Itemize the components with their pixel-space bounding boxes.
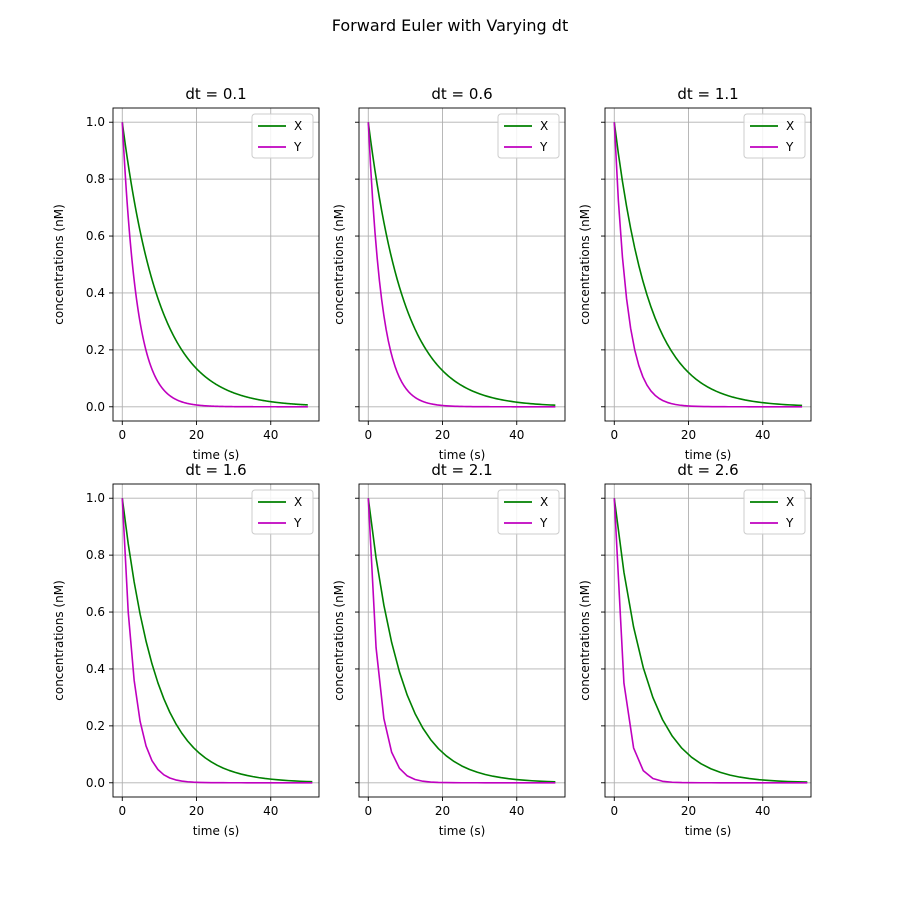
legend-box bbox=[251, 113, 314, 159]
subplot-3: 0 20 40 dt = 1.1 time (s) concentrations (nM)… bbox=[578, 85, 812, 462]
subplot-title: dt = 2.6 bbox=[677, 461, 738, 479]
legend-box bbox=[743, 113, 806, 159]
subplot-title: dt = 2.1 bbox=[431, 461, 492, 479]
y-axis-label: concentrations (nM) bbox=[332, 204, 346, 325]
series-line-y bbox=[121, 498, 313, 784]
series-line-y bbox=[613, 498, 808, 784]
axes-frame bbox=[604, 483, 812, 798]
subplot-4: 0 20 40 0.0 0.2 0.4 0.6 0.8 1.0 dt = 1.6 time (s) c… bbox=[52, 461, 320, 838]
y-tick-label: 0.8 bbox=[86, 172, 105, 186]
legend-label-x: X bbox=[786, 495, 794, 509]
legend-label-x: X bbox=[540, 495, 548, 509]
subplot-title: dt = 1.1 bbox=[677, 85, 738, 103]
series-line-y bbox=[367, 122, 556, 408]
x-tick-label: 0 bbox=[364, 428, 372, 442]
series-line-x bbox=[367, 498, 556, 783]
x-axis-label: time (s) bbox=[439, 448, 486, 462]
y-tick-label: 0.0 bbox=[86, 776, 105, 790]
legend-label-x: X bbox=[540, 119, 548, 133]
y-axis-label: concentrations (nM) bbox=[578, 204, 592, 325]
x-axis-label: time (s) bbox=[439, 824, 486, 838]
x-tick-label: 0 bbox=[118, 428, 126, 442]
y-tick-label: 0.8 bbox=[86, 548, 105, 562]
y-tick-label: 0.6 bbox=[86, 229, 105, 243]
x-tick-label: 40 bbox=[263, 428, 278, 442]
x-tick-label: 20 bbox=[681, 804, 696, 818]
legend-label-x: X bbox=[786, 119, 794, 133]
series-line-y bbox=[367, 498, 556, 784]
legend: XY bbox=[497, 113, 560, 159]
subplot-6: 0 20 40 dt = 2.6 time (s) concentrations (nM)… bbox=[578, 461, 812, 838]
subplot-1: 0 20 40 0.0 0.2 0.4 0.6 0.8 1.0 dt = 0.1 time (s) c… bbox=[52, 85, 320, 462]
y-tick-label: 0.6 bbox=[86, 605, 105, 619]
legend: XY bbox=[743, 489, 806, 535]
y-tick-label: 1.0 bbox=[86, 491, 105, 505]
x-tick-label: 0 bbox=[364, 804, 372, 818]
x-tick-label: 40 bbox=[755, 428, 770, 442]
axes-frame bbox=[112, 483, 320, 798]
x-tick-label: 0 bbox=[610, 804, 618, 818]
y-tick-label: 1.0 bbox=[86, 115, 105, 129]
axes-frame bbox=[358, 483, 566, 798]
x-tick-label: 20 bbox=[435, 804, 450, 818]
series-line-x bbox=[613, 498, 808, 783]
y-tick-label: 0.2 bbox=[86, 343, 105, 357]
subplot-2: 0 20 40 dt = 0.6 time (s) concentrations (nM)… bbox=[332, 85, 566, 462]
series-line-x bbox=[367, 122, 556, 406]
y-tick-label: 0.2 bbox=[86, 719, 105, 733]
series-line-x bbox=[121, 498, 313, 783]
series-line-y bbox=[613, 122, 803, 408]
legend-label-y: Y bbox=[539, 140, 548, 154]
x-tick-label: 40 bbox=[509, 428, 524, 442]
subplot-title: dt = 0.1 bbox=[185, 85, 246, 103]
x-tick-label: 40 bbox=[509, 804, 524, 818]
x-tick-label: 20 bbox=[435, 428, 450, 442]
y-tick-label: 0.4 bbox=[86, 286, 105, 300]
legend-box bbox=[743, 489, 806, 535]
x-tick-label: 20 bbox=[189, 804, 204, 818]
legend-label-y: Y bbox=[293, 140, 302, 154]
legend-box bbox=[497, 489, 560, 535]
x-axis-label: time (s) bbox=[193, 448, 240, 462]
legend: XY bbox=[251, 113, 314, 159]
legend-box bbox=[497, 113, 560, 159]
x-tick-label: 0 bbox=[118, 804, 126, 818]
axes-frame bbox=[112, 107, 320, 422]
x-tick-label: 20 bbox=[189, 428, 204, 442]
series-line-y bbox=[121, 122, 309, 408]
legend-label-y: Y bbox=[785, 516, 794, 530]
series-line-x bbox=[121, 122, 309, 406]
y-axis-label: concentrations (nM) bbox=[578, 580, 592, 701]
axes-frame bbox=[604, 107, 812, 422]
x-axis-label: time (s) bbox=[685, 824, 732, 838]
subplot-title: dt = 1.6 bbox=[185, 461, 246, 479]
series-line-x bbox=[613, 122, 803, 407]
legend-box bbox=[251, 489, 314, 535]
x-axis-label: time (s) bbox=[193, 824, 240, 838]
legend-label-y: Y bbox=[539, 516, 548, 530]
y-axis-label: concentrations (nM) bbox=[332, 580, 346, 701]
y-tick-label: 0.4 bbox=[86, 662, 105, 676]
legend: XY bbox=[743, 113, 806, 159]
subplot-5: 0 20 40 dt = 2.1 time (s) concentrations (nM)… bbox=[332, 461, 566, 838]
x-tick-label: 40 bbox=[755, 804, 770, 818]
x-tick-label: 40 bbox=[263, 804, 278, 818]
y-tick-label: 0.0 bbox=[86, 400, 105, 414]
legend-label-x: X bbox=[294, 119, 302, 133]
legend-label-x: X bbox=[294, 495, 302, 509]
figure-title: Forward Euler with Varying dt bbox=[332, 16, 568, 35]
legend: XY bbox=[251, 489, 314, 535]
x-axis-label: time (s) bbox=[685, 448, 732, 462]
legend-label-y: Y bbox=[293, 516, 302, 530]
legend: XY bbox=[497, 489, 560, 535]
legend-label-y: Y bbox=[785, 140, 794, 154]
y-axis-label: concentrations (nM) bbox=[52, 580, 66, 701]
x-tick-label: 0 bbox=[610, 428, 618, 442]
axes-frame bbox=[358, 107, 566, 422]
subplot-title: dt = 0.6 bbox=[431, 85, 492, 103]
y-axis-label: concentrations (nM) bbox=[52, 204, 66, 325]
x-tick-label: 20 bbox=[681, 428, 696, 442]
